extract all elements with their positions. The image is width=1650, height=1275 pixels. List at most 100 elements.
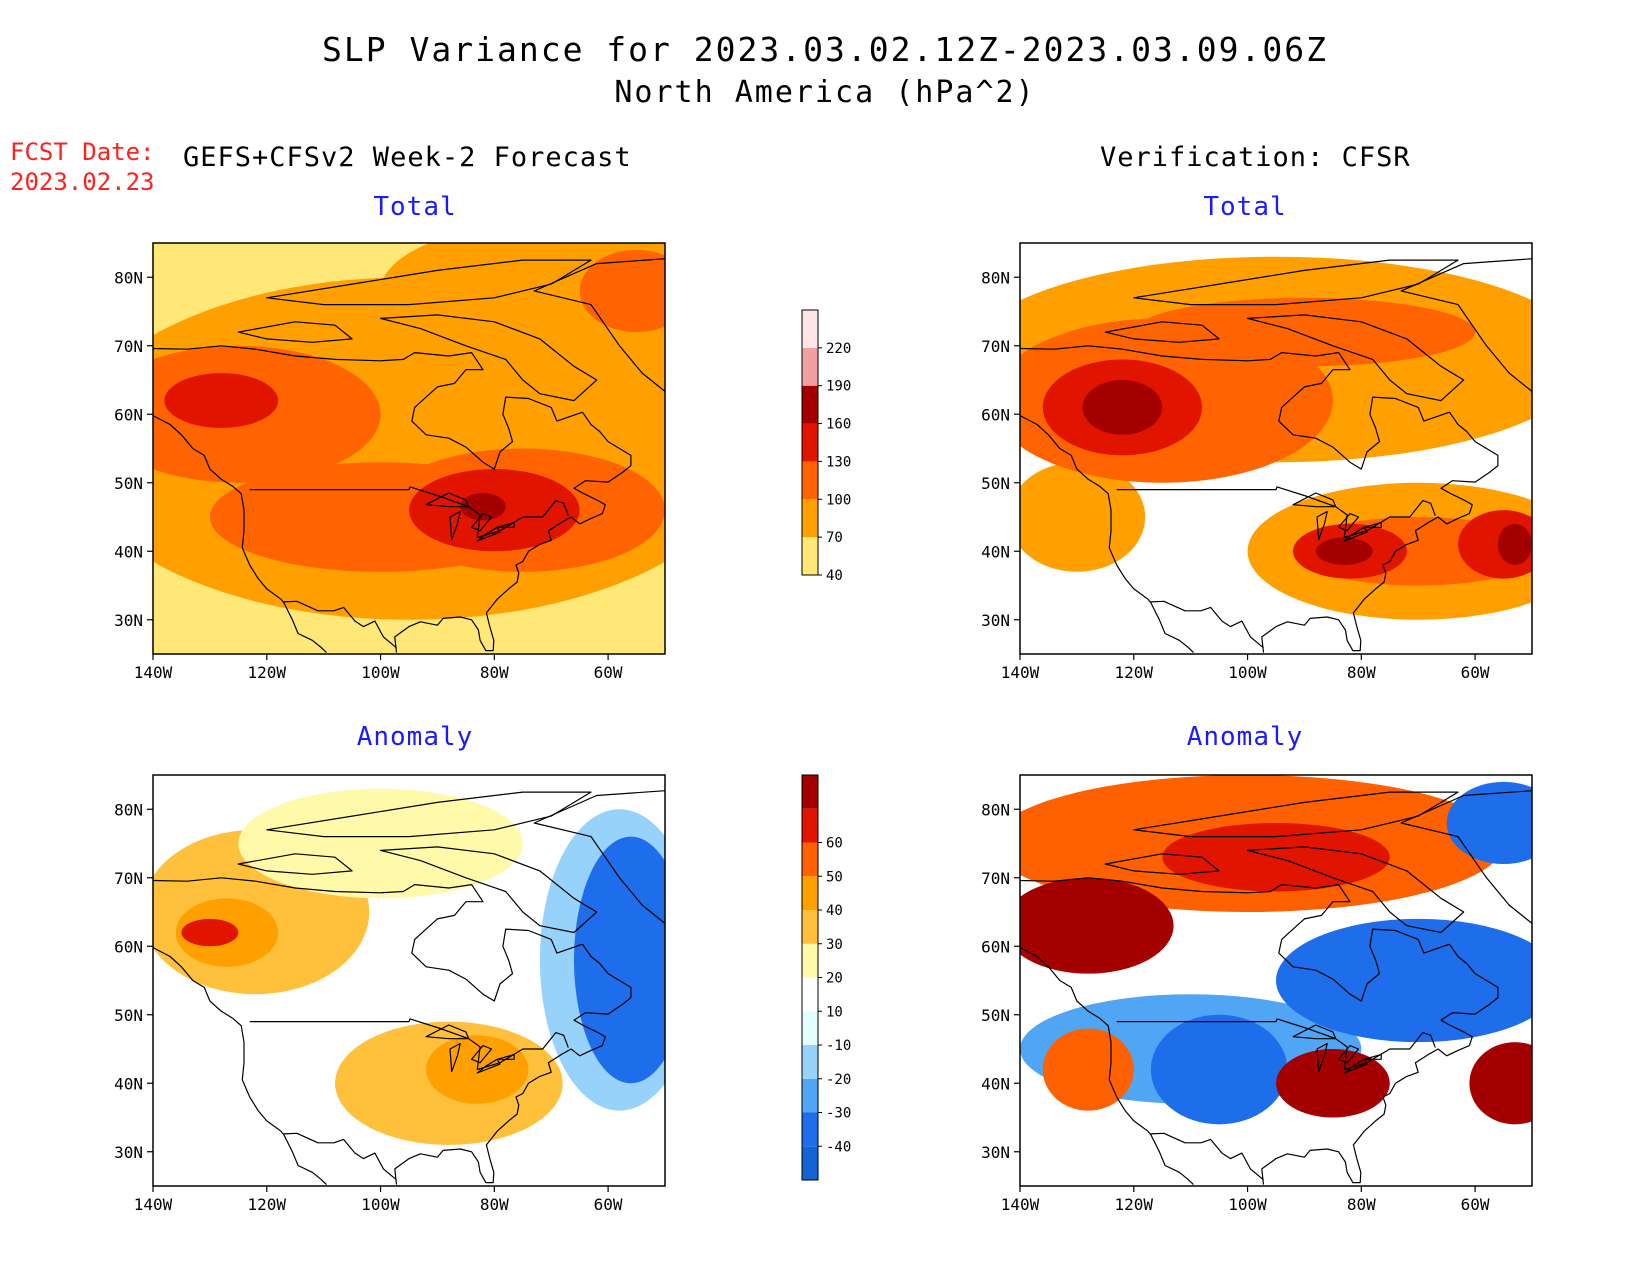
x-tick-label: 140W [1001,1195,1040,1214]
y-tick-label: 80N [981,268,1010,287]
field-contour [1020,877,1174,974]
field-contour [460,493,506,521]
coastline-east [1261,943,1499,1185]
x-tick-label: 120W [1115,1195,1154,1214]
colorbar-label: 20 [826,971,843,987]
map-panel-forecast-anomaly [153,775,665,1186]
main-subtitle: North America (hPa^2) [614,75,1036,110]
colorbar-label: 10 [826,1004,843,1020]
coastline-west [153,947,327,1186]
x-tick-label: 60W [1461,663,1490,682]
y-tick-label: 60N [114,405,143,424]
field-contour [181,918,239,947]
map-frame [152,242,666,655]
y-tick-label: 30N [981,1143,1010,1162]
arctic-island [1133,791,1459,838]
x-tick-label: 80W [480,663,509,682]
main-title: SLP Variance for 2023.03.02.12Z-2023.03.… [322,30,1328,69]
great-lake [425,1024,470,1040]
colorbar-swatch [802,910,818,944]
colorbar-label: -20 [826,1072,851,1088]
colorbar-swatch [802,808,818,843]
y-tick-label: 40N [981,542,1010,561]
map-panel-forecast-total [153,243,665,654]
y-tick-label: 40N [114,1074,143,1093]
x-tick-label: 60W [594,1195,623,1214]
x-tick-label: 100W [361,1195,400,1214]
coastline-hudson-arctic [153,345,583,470]
field-contour [238,788,523,899]
field-contour [573,836,665,1084]
arctic-island [266,259,592,306]
colorbar-swatch [802,537,818,575]
colorbar-swatch [802,499,818,538]
arctic-island [266,791,592,838]
us-mexico-border [283,600,397,649]
colorbar-label: -30 [826,1106,851,1122]
arctic-island [1104,321,1220,343]
arctic-island [380,846,598,934]
field-contour [579,249,665,333]
field-contour [1446,781,1532,865]
colorbar-label: -40 [826,1139,851,1155]
colorbar-swatch [802,385,818,424]
colorbar-label: 220 [826,341,851,357]
us-mexico-border [1150,600,1264,649]
us-mexico-border [1150,1132,1264,1181]
colorbar-label: 60 [826,836,843,852]
arctic-island [237,321,353,343]
field-contour [1042,1028,1134,1111]
colorbar-swatch [802,423,818,462]
colorbar-label: -10 [826,1038,851,1054]
colorbar-swatch [802,943,818,978]
arctic-island [1104,853,1220,875]
map-panel-verification-anomaly [1020,775,1532,1186]
arctic-island [380,314,598,402]
map-frame [1019,242,1533,655]
coastline-hudson-arctic [1020,345,1450,470]
y-tick-label: 30N [981,611,1010,630]
y-tick-label: 50N [114,474,143,493]
y-tick-label: 70N [114,869,143,888]
colorbar-swatch [802,1045,818,1079]
x-tick-label: 80W [480,1195,509,1214]
x-tick-label: 140W [134,1195,173,1214]
great-lake [449,1042,461,1073]
colorbar-label: 40 [826,568,843,584]
field-contour [1315,537,1373,565]
colorbar-swatch [802,1011,818,1045]
x-tick-label: 80W [1347,1195,1376,1214]
us-canada-border [1116,1018,1436,1071]
great-lake [1316,510,1328,541]
x-tick-label: 140W [1001,663,1040,682]
x-tick-label: 100W [361,663,400,682]
x-tick-label: 100W [1228,663,1267,682]
field-contour [1082,380,1163,435]
x-tick-label: 120W [1115,663,1154,682]
colorbar-outline [801,309,819,576]
arctic-island [533,258,665,402]
x-tick-label: 60W [594,663,623,682]
colorbar-swatch [802,775,818,809]
field-contour [1150,1014,1288,1125]
colorbar-swatch [802,461,818,500]
y-tick-label: 30N [114,1143,143,1162]
fcst-date-label: FCST Date: [10,138,155,166]
y-tick-label: 40N [981,1074,1010,1093]
y-tick-label: 40N [114,542,143,561]
field-contour [1276,918,1532,1043]
great-lake [425,492,470,508]
colorbar-label: 160 [826,417,851,433]
us-canada-border [249,486,569,539]
fcst-date-value: 2023.02.23 [10,168,155,196]
coastline-east [394,943,632,1185]
forecast-column-heading: GEFS+CFSv2 Week-2 Forecast [183,142,632,173]
colorbar-total: 40 70 100 130 160 190 220 [801,309,851,584]
great-lake [1316,1042,1328,1073]
field-contour [1020,462,1146,572]
colorbar-label: 130 [826,454,851,470]
y-tick-label: 50N [981,474,1010,493]
field-contour [164,373,279,428]
arctic-island [1247,314,1465,402]
